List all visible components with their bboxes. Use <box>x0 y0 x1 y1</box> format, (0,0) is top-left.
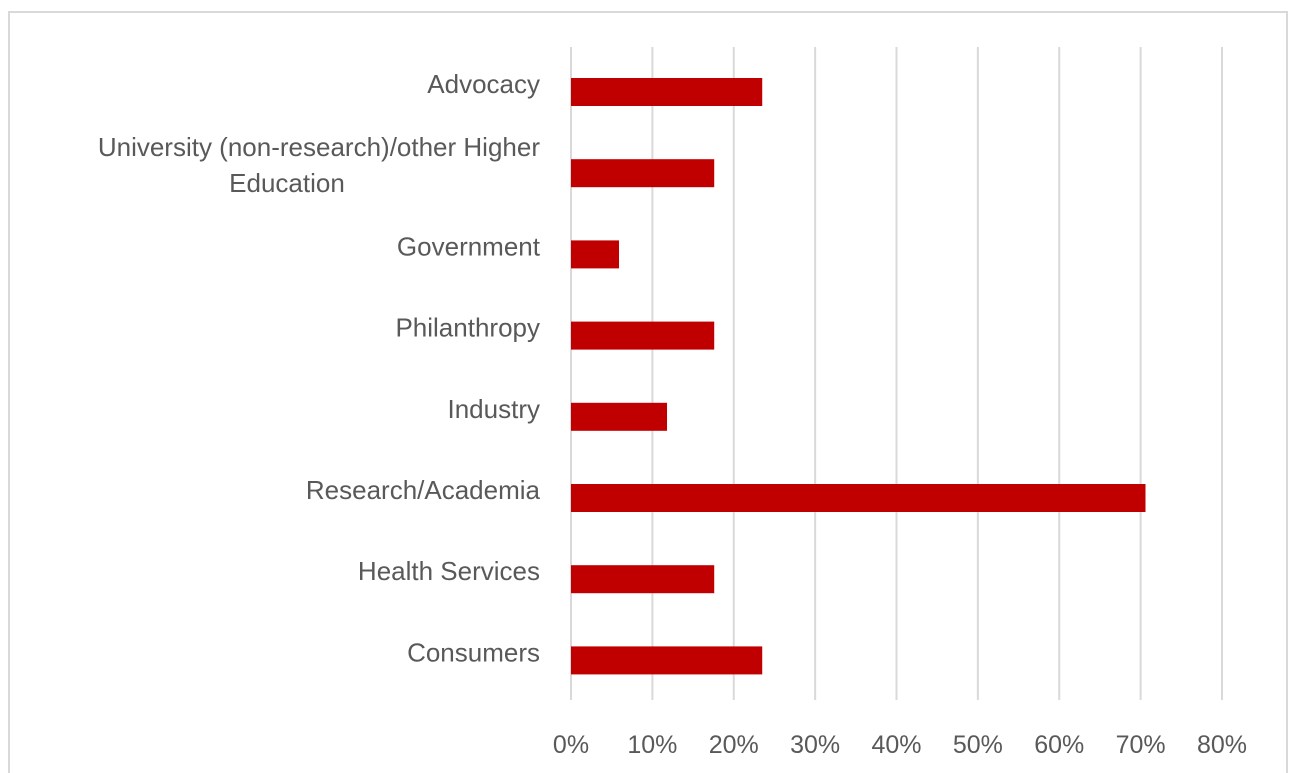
category-label: Research/Academia <box>306 475 541 505</box>
bar <box>571 646 763 675</box>
category-label: Government <box>397 231 541 261</box>
bar <box>571 565 715 594</box>
category-label: Philanthropy <box>395 313 540 343</box>
x-tick-label: 70% <box>1116 731 1166 759</box>
x-tick-label: 30% <box>790 731 840 759</box>
x-tick-label: 20% <box>709 731 759 759</box>
category-label: Advocacy <box>427 69 540 99</box>
x-tick-label: 0% <box>553 731 589 759</box>
category-labels: Advocacy University (non-research)/other … <box>98 69 541 667</box>
x-tick-label: 50% <box>953 731 1003 759</box>
category-label: Health Services <box>358 556 540 586</box>
bar <box>571 240 620 269</box>
bar <box>571 78 763 106</box>
bar <box>571 159 715 188</box>
bar <box>571 321 715 350</box>
bars <box>571 78 1146 675</box>
x-tick-labels: 0% 10% 20% 30% 40% 50% 60% 70% 80% <box>553 731 1247 759</box>
x-tick-label: 10% <box>627 731 677 759</box>
chart-frame <box>8 11 1288 773</box>
category-label: Education <box>229 168 345 198</box>
gridlines <box>570 47 1223 700</box>
category-label: University (non-research)/other Higher <box>98 132 541 162</box>
category-label: Industry <box>448 394 541 424</box>
bar <box>571 402 668 431</box>
x-tick-label: 80% <box>1197 731 1247 759</box>
bar <box>571 484 1146 512</box>
x-tick-label: 60% <box>1034 731 1084 759</box>
category-label: Consumers <box>407 637 540 667</box>
x-tick-label: 40% <box>871 731 921 759</box>
